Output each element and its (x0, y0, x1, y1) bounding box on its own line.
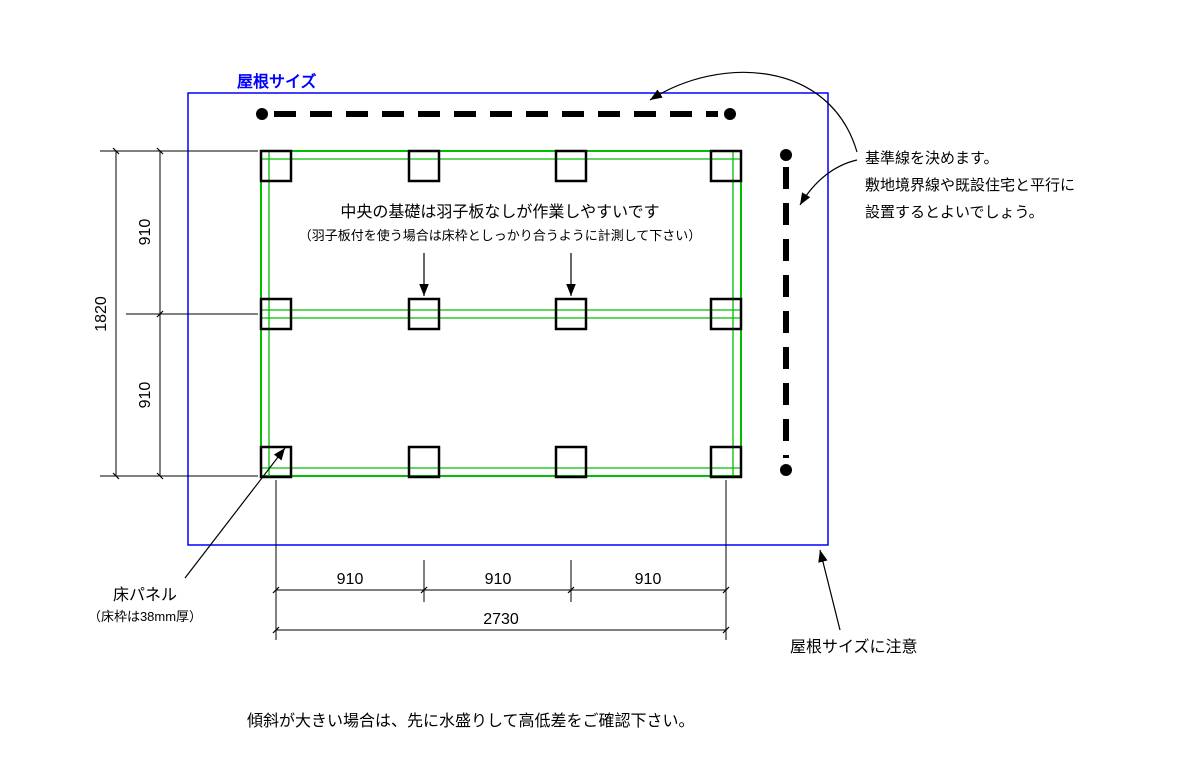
foundation-block (409, 151, 439, 181)
dim-h3: 910 (635, 571, 662, 588)
dim-v-top: 910 (137, 219, 154, 246)
floor-panel-leader (185, 448, 285, 578)
center-note-2: （羽子板付を使う場合は床枠としっかり合うように計測して下さい） (299, 228, 702, 243)
foundation-block (556, 447, 586, 477)
foundation-block (409, 447, 439, 477)
dim-v-bot: 910 (137, 382, 154, 409)
dim-h2: 910 (485, 571, 512, 588)
foundation-block (261, 151, 291, 181)
roof-caution-label: 屋根サイズに注意 (790, 637, 918, 656)
foundation-block (261, 299, 291, 329)
roof-title: 屋根サイズ (237, 72, 317, 91)
dim-v-total: 1820 (93, 296, 110, 332)
foundation-plan-diagram: 屋根サイズ 中央の基礎は羽子板なしが作業しやすいです （羽子板付を使う場合は床枠… (0, 0, 1200, 778)
floor-panel-label-2: （床枠は38mm厚） (88, 609, 202, 624)
foundation-block (556, 299, 586, 329)
right-note-2: 敷地境界線や既設住宅と平行に (865, 176, 1075, 194)
dim-h1: 910 (337, 571, 364, 588)
foundation-blocks (261, 151, 741, 477)
floor-panel-label-1: 床パネル (113, 586, 177, 604)
foundation-block (711, 447, 741, 477)
right-note-3: 設置するとよいでしょう。 (865, 204, 1044, 221)
right-note-1: 基準線を決めます。 (865, 150, 999, 167)
foundation-block (711, 299, 741, 329)
frame-outer (261, 151, 741, 476)
foundation-block (711, 151, 741, 181)
foundation-block (556, 151, 586, 181)
roof-caution-leader (820, 550, 840, 630)
bottom-note: 傾斜が大きい場合は、先に水盛りして高低差をご確認下さい。 (247, 712, 695, 730)
dim-h-total: 2730 (483, 611, 519, 628)
foundation-block (409, 299, 439, 329)
center-note-1: 中央の基礎は羽子板なしが作業しやすいです (340, 203, 659, 221)
